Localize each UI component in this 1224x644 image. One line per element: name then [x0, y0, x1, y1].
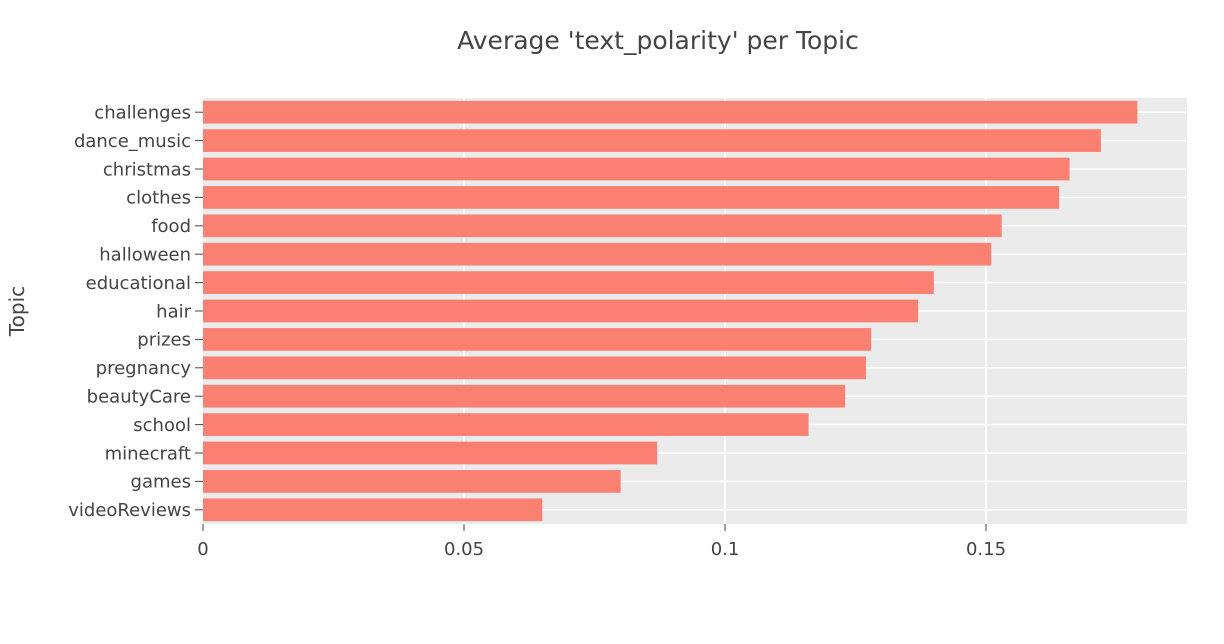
bar-beautyCare[interactable]	[203, 384, 846, 408]
x-tick-label: 0.15	[966, 539, 1006, 560]
x-tick-label: 0	[197, 539, 208, 560]
bar-dance_music[interactable]	[203, 129, 1101, 152]
bar-games[interactable]	[203, 470, 621, 493]
bar-pregnancy[interactable]	[203, 356, 866, 380]
y-tick-label: dance_music	[74, 131, 191, 152]
bar-challenges[interactable]	[203, 100, 1138, 124]
x-axis-ticks: 0 0.05 0.1 0.15	[197, 524, 1006, 560]
y-tick-label: educational	[86, 273, 191, 294]
y-axis-title: Topic	[5, 286, 29, 337]
y-tick-label: food	[151, 216, 191, 237]
bar-clothes[interactable]	[203, 186, 1060, 209]
y-tick-label: clothes	[126, 188, 191, 209]
bar-halloween[interactable]	[203, 242, 992, 266]
y-tick-label: pregnancy	[96, 358, 192, 379]
y-tick-label: challenges	[94, 103, 191, 124]
bar-school[interactable]	[203, 413, 809, 436]
bar-minecraft[interactable]	[203, 441, 658, 465]
y-tick-label: halloween	[99, 245, 191, 266]
bar-prizes[interactable]	[203, 328, 872, 351]
y-tick-label: hair	[156, 301, 191, 322]
x-tick-label: 0.05	[444, 539, 484, 560]
bar-educational[interactable]	[203, 271, 934, 294]
bars	[203, 100, 1138, 522]
y-tick-label: school	[133, 415, 191, 436]
chart-title: Average 'text_polarity' per Topic	[457, 26, 859, 55]
y-axis-ticks: challenges dance_music christmas clothes foo…	[68, 103, 203, 521]
y-tick-label: minecraft	[105, 443, 191, 464]
bar-hair[interactable]	[203, 299, 919, 323]
bar-food[interactable]	[203, 214, 1002, 238]
y-tick-label: beautyCare	[87, 387, 191, 408]
y-tick-label: prizes	[137, 330, 191, 351]
x-tick-label: 0.1	[711, 539, 740, 560]
y-tick-label: christmas	[103, 159, 191, 180]
bar-christmas[interactable]	[203, 157, 1070, 181]
bar-videoReviews[interactable]	[203, 498, 543, 522]
y-tick-label: games	[131, 472, 191, 493]
y-tick-label: videoReviews	[68, 500, 191, 521]
